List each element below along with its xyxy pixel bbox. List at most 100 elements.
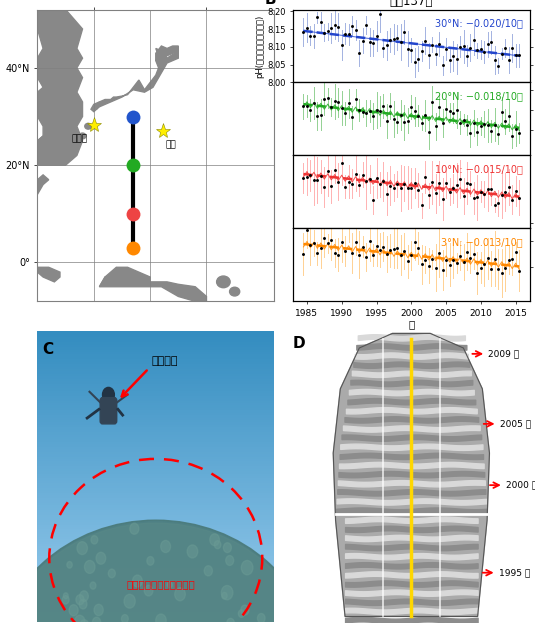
Point: [383, 189, 391, 199]
Point: [494, 129, 502, 139]
Bar: [37, 486, 274, 488]
Y-axis label: pH(水素イオン濃度指数): pH(水素イオン濃度指数): [255, 15, 264, 77]
Point: [424, 260, 433, 271]
Point: [403, 43, 412, 53]
Circle shape: [217, 276, 230, 288]
Point: [310, 175, 318, 185]
Point: [348, 248, 356, 258]
Bar: [37, 335, 274, 338]
Bar: [37, 559, 274, 561]
Point: [505, 255, 513, 265]
Circle shape: [80, 591, 88, 601]
Circle shape: [69, 605, 78, 616]
Point: [400, 246, 409, 256]
Point: [459, 115, 468, 125]
Point: [338, 41, 346, 51]
Point: [327, 181, 335, 191]
Point: [417, 46, 426, 57]
Point: [459, 41, 468, 51]
Point: [355, 48, 363, 58]
FancyBboxPatch shape: [100, 398, 117, 424]
Point: [505, 55, 513, 65]
Point: [313, 175, 322, 185]
Point: [473, 127, 482, 137]
Point: [494, 60, 502, 70]
Point: [501, 43, 509, 53]
Circle shape: [257, 613, 265, 623]
Point: [331, 97, 339, 107]
Point: [362, 176, 370, 186]
Bar: [37, 378, 274, 382]
Text: 1995 年: 1995 年: [499, 568, 530, 577]
Bar: [37, 410, 274, 413]
Point: [407, 44, 416, 55]
Point: [438, 265, 447, 275]
Point: [477, 187, 485, 197]
Point: [365, 106, 374, 116]
Circle shape: [221, 585, 233, 600]
Point: [320, 182, 328, 192]
Bar: [37, 405, 274, 408]
Circle shape: [80, 620, 89, 631]
Text: D: D: [293, 337, 305, 351]
Circle shape: [215, 540, 221, 549]
Point: [511, 247, 520, 257]
Point: [452, 258, 461, 268]
Bar: [37, 369, 274, 372]
Point: [417, 259, 426, 269]
Point: [480, 189, 488, 199]
Bar: [37, 478, 274, 481]
Point: [449, 51, 457, 61]
Point: [355, 105, 363, 115]
Point: [515, 265, 523, 276]
Point: [372, 173, 381, 183]
Point: [355, 250, 363, 260]
Circle shape: [94, 605, 103, 616]
Point: [414, 110, 423, 121]
Point: [345, 177, 353, 187]
Bar: [37, 522, 274, 525]
Bar: [37, 386, 274, 389]
Point: [477, 262, 485, 272]
Bar: [37, 549, 274, 552]
Point: [358, 36, 367, 46]
Bar: [37, 498, 274, 501]
Bar: [37, 454, 274, 457]
Point: [362, 20, 370, 30]
Bar: [37, 583, 274, 586]
Point: [414, 185, 423, 195]
Point: [365, 236, 374, 246]
Point: [386, 180, 395, 190]
Bar: [37, 495, 274, 498]
Circle shape: [96, 552, 106, 565]
Point: [511, 50, 520, 60]
Bar: [37, 617, 274, 620]
Ellipse shape: [0, 520, 316, 635]
Point: [331, 248, 339, 258]
Point: [306, 170, 315, 180]
Point: [310, 31, 318, 41]
Circle shape: [250, 630, 257, 635]
Point: [421, 255, 430, 265]
Circle shape: [91, 536, 98, 544]
Point: [494, 198, 502, 208]
Point: [372, 241, 381, 251]
Point: [484, 184, 492, 194]
Bar: [37, 437, 274, 440]
Point: [358, 170, 367, 180]
Point: [511, 186, 520, 196]
Bar: [37, 598, 274, 601]
Point: [372, 30, 381, 41]
Bar: [37, 446, 274, 450]
Point: [338, 158, 346, 168]
Point: [369, 38, 377, 48]
Bar: [37, 425, 274, 428]
Text: A: A: [4, 0, 16, 1]
Circle shape: [224, 543, 232, 552]
Point: [407, 183, 416, 193]
Point: [299, 249, 308, 259]
Point: [491, 55, 499, 65]
Point: [459, 191, 468, 201]
Circle shape: [93, 617, 101, 627]
Text: 喜界島の巨大ハマサンゴ: 喜界島の巨大ハマサンゴ: [126, 579, 195, 589]
